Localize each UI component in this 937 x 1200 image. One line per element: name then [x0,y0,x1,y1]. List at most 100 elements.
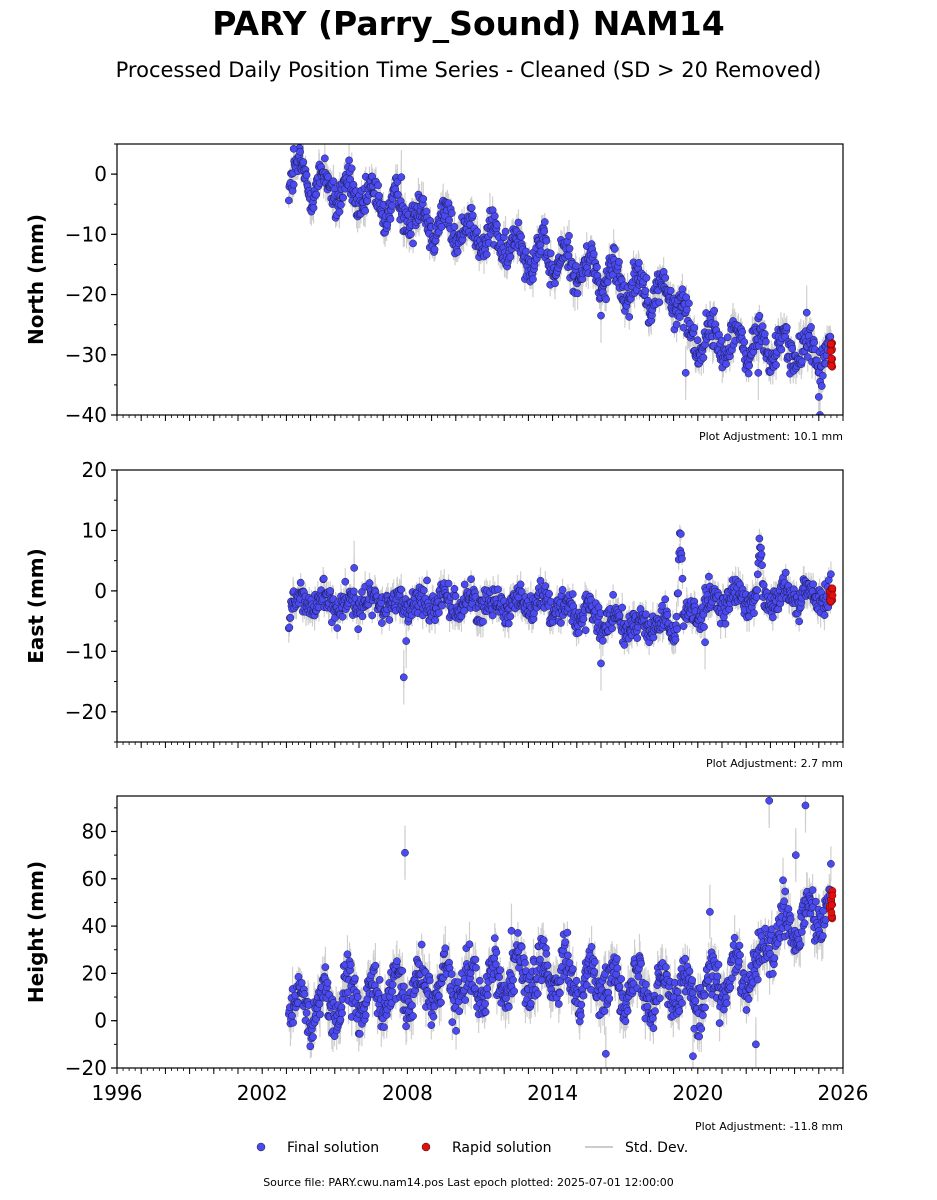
final-point [723,333,732,342]
axes-frame [116,143,844,416]
y-tick-label: 10 [82,518,107,542]
final-point [296,147,304,156]
final-point [700,623,708,631]
final-point [302,171,311,179]
final-point [450,222,459,231]
final-point [809,580,818,589]
final-point [386,215,395,223]
final-point [641,286,650,295]
final-point [677,530,685,538]
final-point [674,589,683,598]
rapid-point [827,340,835,348]
final-point [402,637,411,645]
final-point [755,534,764,543]
final-point [467,575,475,584]
std-dev-bars [288,144,832,415]
y-tick-label: 20 [82,458,107,482]
final-point [661,274,670,282]
final-point [744,369,753,378]
final-point [753,586,762,595]
final-point [608,624,616,633]
final-point [329,177,338,186]
final-point [545,589,553,598]
final-point [546,249,555,258]
final-point [574,628,583,637]
final-point [493,221,501,229]
final-point [285,623,294,632]
page-title: PARY (Parry_Sound) NAM14 [212,4,725,43]
y-tick-label: −10 [65,639,107,663]
final-point [541,582,550,590]
final-point [752,593,761,601]
final-point [642,274,651,282]
final-point [375,191,384,200]
final-point [445,216,453,224]
final-point [385,616,394,624]
final-point [661,595,670,604]
final-point [419,586,428,595]
final-point [701,638,709,647]
y-tick-label: −40 [65,403,107,427]
final-point [817,382,826,390]
final-point [399,673,408,682]
final-point [826,332,835,341]
final-point [419,195,428,203]
final-point [581,626,590,635]
final-point [482,250,491,259]
final-point [579,615,588,623]
final-point [721,619,730,628]
final-point [349,180,358,189]
y-tick-label: −20 [65,700,107,724]
final-point [565,231,573,240]
final-point [818,371,827,380]
final-point [610,245,619,253]
final-point [378,619,386,627]
final-point [740,338,749,346]
final-point [615,611,624,620]
final-point [655,298,664,307]
final-point [772,361,780,369]
final-point [350,564,359,572]
final-point [758,561,766,570]
final-point [625,313,634,321]
final-point [597,659,605,668]
final-point [468,211,477,220]
final-point [827,570,835,579]
final-point [540,227,549,236]
final-point [435,608,443,617]
final-point [803,353,812,361]
final-point [501,227,510,236]
final-point [573,289,582,298]
final-point [365,579,374,587]
final-point [397,173,406,181]
final-point [333,624,342,632]
rapid-point [827,362,836,370]
panel-east: 20 10 0 −10 −20 East (mm) Plot Adjustment: 2.7… [24,458,844,770]
rapid-point [828,584,837,593]
y-tick-label: −20 [65,283,107,307]
final-point [488,611,497,620]
final-point [350,587,358,596]
final-point [759,581,768,589]
final-point [450,584,459,593]
final-point [514,218,523,227]
y-axis-label: East (mm) [24,548,48,664]
final-point [675,313,684,321]
final-point [572,262,580,270]
final-point [558,585,567,594]
final-point [635,259,643,267]
final-point [517,232,525,241]
y-axis: 0 −10 −20 −30 −40 [65,143,117,427]
final-point [679,622,688,631]
final-point [289,180,298,189]
final-point [490,212,499,220]
final-point [802,308,811,317]
final-point [760,330,769,338]
final-point [354,625,363,634]
final-point [286,613,295,622]
y-tick-label: 0 [94,579,107,603]
final-point [757,550,766,559]
final-point [321,154,329,163]
final-point [479,617,487,626]
